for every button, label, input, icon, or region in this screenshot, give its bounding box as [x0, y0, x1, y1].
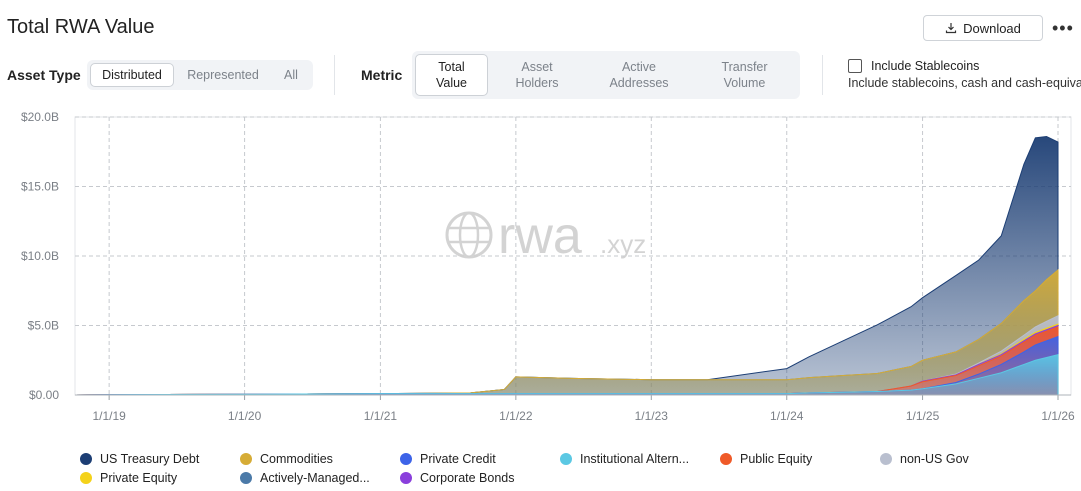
x-tick-label: 1/1/26 [1041, 409, 1075, 423]
legend-item[interactable]: US Treasury Debt [80, 452, 199, 466]
legend-item[interactable]: Actively-Managed... [240, 471, 370, 485]
legend-swatch [80, 472, 92, 484]
download-button[interactable]: Download [923, 15, 1043, 41]
include-stablecoins-checkbox[interactable] [848, 59, 862, 73]
asset-type-option-all[interactable]: All [284, 68, 298, 82]
y-tick-label: $15.0B [21, 180, 59, 194]
rwa-value-chart: rwa .xyz $0.00 $5.0B $10.0B $15.0B $20.0B 1/1… [21, 110, 1075, 423]
download-label: Download [963, 20, 1021, 36]
x-tick-label: 1/1/25 [906, 409, 940, 423]
page-title: Total RWA Value [7, 16, 155, 38]
x-tick-label: 1/1/20 [228, 409, 262, 423]
asset-type-option-represented[interactable]: Represented [187, 68, 259, 82]
watermark-logo: rwa .xyz [445, 207, 646, 265]
legend-label: Institutional Altern... [580, 452, 690, 466]
x-tick-label: 1/1/19 [92, 409, 126, 423]
globe-icon [445, 211, 493, 259]
legend-swatch [400, 472, 412, 484]
y-tick-label: $20.0B [21, 110, 59, 124]
legend-item[interactable]: Private Equity [80, 471, 177, 485]
metric-selector: Total Value Asset Holders Active Address… [412, 51, 800, 99]
x-tick-label: 1/1/21 [364, 409, 398, 423]
asset-type-selector: Distributed Represented All [87, 60, 313, 90]
include-stablecoins-description: Include stablecoins, cash and cash-equiv… [848, 76, 1081, 90]
legend-swatch [240, 453, 252, 465]
legend-item[interactable]: Institutional Altern... [560, 452, 689, 466]
metric-option-asset-holders[interactable]: Asset Holders [515, 60, 559, 90]
legend-swatch [400, 453, 412, 465]
controls-divider-2 [822, 55, 823, 95]
y-tick-label: $0.00 [29, 388, 59, 402]
legend-label: Private Credit [420, 452, 496, 466]
legend-swatch [240, 472, 252, 484]
download-icon [945, 23, 957, 34]
legend-label: Actively-Managed... [260, 471, 370, 485]
legend-label: Commodities [260, 452, 333, 466]
legend-label: Public Equity [740, 452, 813, 466]
chart-areas [74, 135, 1059, 396]
legend-label: Corporate Bonds [420, 471, 515, 485]
chart-axes: $0.00 $5.0B $10.0B $15.0B $20.0B 1/1/19 1/1/20… [21, 110, 1075, 423]
x-tick-label: 1/1/22 [499, 409, 533, 423]
area-series-us-treasury-debt [74, 135, 1059, 396]
legend-item[interactable]: Private Credit [400, 452, 496, 466]
legend-label: non-US Gov [900, 452, 969, 466]
asset-type-option-distributed[interactable]: Distributed [90, 63, 174, 87]
asset-type-label: Asset Type [7, 67, 81, 83]
x-tick-label: 1/1/24 [770, 409, 804, 423]
legend-item[interactable]: Public Equity [720, 452, 812, 466]
metric-option-total-value[interactable]: Total Value [415, 54, 488, 96]
more-options-icon[interactable]: ••• [1052, 18, 1074, 38]
legend-item[interactable]: Corporate Bonds [400, 471, 515, 485]
metric-label: Metric [361, 67, 403, 83]
legend-item[interactable]: non-US Gov [880, 452, 969, 466]
controls-divider [334, 55, 335, 95]
legend-swatch [80, 453, 92, 465]
watermark-suffix: .xyz [600, 229, 646, 259]
watermark-name: rwa [498, 207, 582, 265]
area-series-institutional-altern [74, 354, 1059, 396]
legend-swatch [560, 453, 572, 465]
y-tick-label: $10.0B [21, 249, 59, 263]
chart-legend: US Treasury Debt Commodities Private Credi… [0, 450, 1081, 490]
legend-item[interactable]: Commodities [240, 452, 333, 466]
x-tick-label: 1/1/23 [635, 409, 669, 423]
include-stablecoins-label: Include Stablecoins [871, 59, 980, 73]
legend-swatch [880, 453, 892, 465]
legend-label: US Treasury Debt [100, 452, 200, 466]
metric-option-active-addresses[interactable]: Active Addresses [609, 60, 669, 90]
legend-label: Private Equity [100, 471, 178, 485]
y-tick-label: $5.0B [28, 319, 59, 333]
metric-option-transfer-volume[interactable]: Transfer Volume [721, 60, 768, 90]
legend-swatch [720, 453, 732, 465]
